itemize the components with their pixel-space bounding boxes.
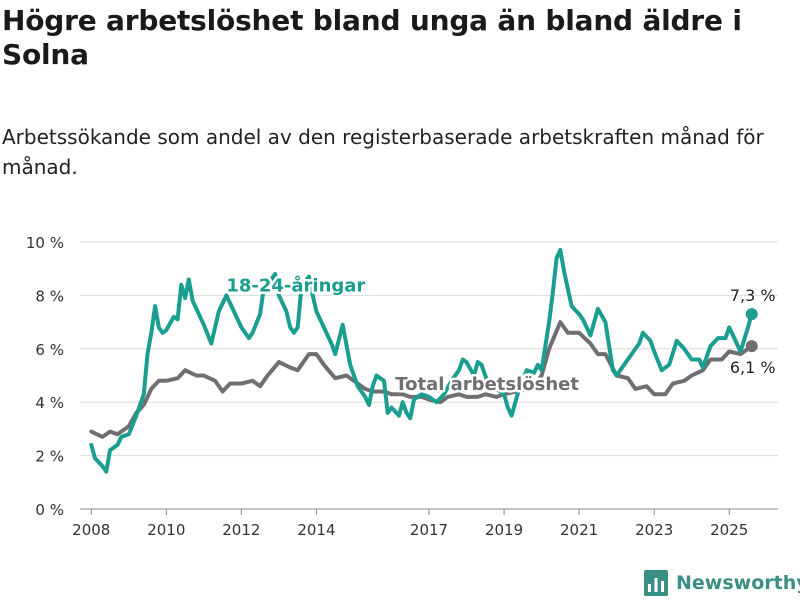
- x-tick-label: 2017: [410, 521, 448, 539]
- brand-name: Newsworthy: [676, 572, 800, 594]
- chart-subtitle: Arbetssökande som andel av den registerb…: [2, 125, 764, 179]
- y-tick-label: 10 %: [26, 234, 64, 252]
- series-end-label-1: 7,3 %: [730, 286, 776, 305]
- x-axis-ticks: 2008 2010 2012 2014 2017 2019 2021 2023 2025: [72, 509, 748, 539]
- x-tick-label: 2021: [560, 521, 598, 539]
- x-tick-label: 2010: [147, 521, 185, 539]
- y-tick-label: 8 %: [35, 287, 64, 305]
- y-tick-label: 2 %: [35, 448, 64, 466]
- x-tick-label: 2019: [485, 521, 523, 539]
- series-annotation-0: 18-24-åringar: [226, 274, 365, 296]
- series-end-point-0: [745, 340, 758, 353]
- y-tick-label: 6 %: [35, 341, 64, 359]
- bar-chart-logo-icon: [644, 570, 668, 596]
- series-annotation-1: Total arbetslöshet: [395, 374, 579, 395]
- x-tick-label: 2014: [297, 521, 335, 539]
- series-end-point-1: [745, 308, 758, 321]
- series-end-label-0: 6,1 %: [730, 358, 776, 377]
- x-tick-label: 2012: [222, 521, 260, 539]
- x-tick-label: 2023: [635, 521, 673, 539]
- chart-annotations: 6,1 % 7,3 % 18-24-åringar Total arbetslöshe…: [224, 272, 776, 398]
- newsworthy-brand: Newsworthy: [644, 568, 800, 598]
- y-axis-ticks: 0 % 2 % 4 % 6 % 8 % 10 %: [26, 234, 64, 519]
- x-tick-label: 2008: [72, 521, 110, 539]
- y-tick-label: 4 %: [35, 394, 64, 412]
- y-tick-label: 0 %: [35, 501, 64, 519]
- chart-series: [89, 248, 758, 474]
- x-tick-label: 2025: [710, 521, 748, 539]
- chart-title: Högre arbetslöshet bland unga än bland ä…: [2, 4, 742, 71]
- series-line-1: [89, 248, 754, 474]
